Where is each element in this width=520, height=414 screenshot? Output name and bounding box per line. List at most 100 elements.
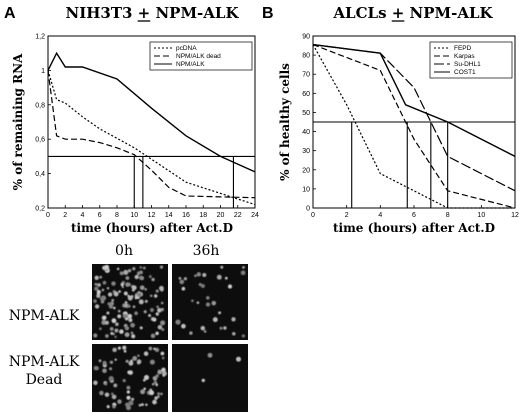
cell-dot (99, 275, 103, 279)
cell-dot (194, 274, 197, 278)
cell-dot (160, 351, 165, 356)
cell-dot (189, 331, 193, 335)
cell-dot (109, 367, 113, 371)
cell-dot (158, 285, 164, 291)
cell-dot (108, 304, 113, 309)
x-tick-label: 4 (81, 212, 85, 219)
cell-dot (183, 277, 187, 281)
cell-dot (116, 267, 120, 271)
cell-dot (106, 405, 110, 409)
x-tick-label: 0 (46, 212, 50, 219)
cell-dot (160, 307, 164, 312)
cell-dot (240, 270, 246, 276)
cell-dot (131, 285, 137, 291)
cell-dot (117, 346, 121, 350)
cell-dot (145, 403, 148, 407)
cell-dot (113, 291, 119, 297)
legend-label: pcDNA (176, 45, 197, 52)
cell-dot (94, 304, 100, 309)
cell-dot (124, 301, 128, 304)
cell-dot (128, 360, 134, 366)
cell-dot (93, 333, 98, 338)
y-tick-label: 10 (302, 186, 310, 193)
cell-dot (98, 359, 102, 363)
cell-dot (111, 281, 116, 286)
cell-dot (224, 276, 228, 280)
cell-dot (203, 329, 207, 333)
cell-dot (110, 301, 114, 306)
cell-dot (235, 356, 242, 362)
cell-dot (161, 367, 166, 373)
cell-dot (143, 387, 146, 391)
cell-dot (94, 275, 99, 280)
x-tick-label: 10 (477, 212, 485, 219)
x-tick-label: 6 (412, 212, 416, 219)
cell-dot (101, 288, 105, 292)
micrograph-row-npm-alk: NPM-ALK (9, 308, 80, 324)
cell-dot (220, 265, 224, 269)
cell-dot (157, 307, 162, 313)
chart-a-title: NIH3T3 + NPM-ALK (66, 4, 240, 22)
cell-dot (137, 354, 140, 358)
cell-dot (160, 301, 164, 305)
cell-dot (123, 291, 128, 296)
cell-dot (119, 271, 124, 276)
cell-dot (117, 309, 121, 313)
cell-dot (140, 403, 144, 407)
cell-dot (198, 282, 202, 287)
cell-dot (136, 359, 142, 364)
cell-dot (122, 313, 128, 319)
x-tick-label: 22 (234, 212, 242, 219)
cell-dot (93, 299, 97, 303)
cell-dot (153, 294, 158, 298)
cell-dot (211, 300, 217, 306)
micrograph-row-npm-alk-dead-line1: NPM-ALK (9, 354, 80, 370)
cell-dot (97, 283, 101, 287)
cell-dot (134, 274, 139, 280)
cell-dot (111, 394, 117, 400)
y-tick-label: 0,8 (35, 102, 45, 109)
cell-dot (137, 272, 140, 276)
cell-dot (155, 374, 160, 378)
cell-dot (93, 365, 98, 371)
cell-dot (102, 368, 107, 374)
y-tick-label: 0 (306, 206, 310, 213)
chart-a-ylabel: % of remaining RNA (11, 53, 25, 190)
cell-dot (150, 333, 156, 339)
cell-dot (161, 356, 165, 360)
cell-dot (153, 347, 156, 351)
cell-dot (223, 326, 227, 330)
cell-dot (138, 403, 142, 407)
cell-dot (132, 356, 138, 361)
x-tick-label: 24 (251, 212, 259, 219)
cell-dot (140, 389, 146, 395)
y-tick-label: 40 (302, 129, 310, 136)
cell-dot (126, 385, 131, 390)
chart-a: NIH3T3 + NPM-ALK 0 2 4 6 8 10 12 14 16 18 20 22 240,… (11, 4, 259, 235)
cell-dot (111, 318, 117, 324)
cell-dot (93, 380, 98, 386)
cell-dot (143, 351, 149, 356)
cell-dot (181, 286, 186, 291)
cell-dot (106, 287, 110, 290)
cell-dot (138, 275, 144, 280)
cell-dot (102, 315, 107, 320)
chart-b: ALCLs + NPM-ALK 0 2 4 6 8 10 12 0 10 20 30 40 50 60 70… (278, 4, 519, 235)
cell-dot (153, 380, 158, 384)
y-tick-label: 30 (302, 148, 310, 155)
cell-dot (122, 379, 126, 383)
cell-dot (242, 266, 245, 269)
cell-dot (124, 325, 129, 330)
chart-b-ylabel: % of healthy cells (278, 63, 292, 181)
cell-dot (118, 290, 121, 293)
micrograph-col-0h: 0h (115, 243, 133, 259)
x-tick-label: 16 (182, 212, 190, 219)
micrograph-row-npm-alk-dead-line2: Dead (26, 372, 63, 388)
chart-b-ticks: 0 2 4 6 8 10 12 0 10 20 30 40 50 60 70 80 90 (302, 34, 519, 220)
cell-dot (123, 349, 127, 353)
y-tick-label: 1 (41, 68, 45, 75)
cell-dot (148, 275, 152, 279)
cell-dot (241, 334, 245, 338)
x-tick-label: 8 (446, 212, 450, 219)
legend-label: NPM/ALK (176, 61, 205, 68)
